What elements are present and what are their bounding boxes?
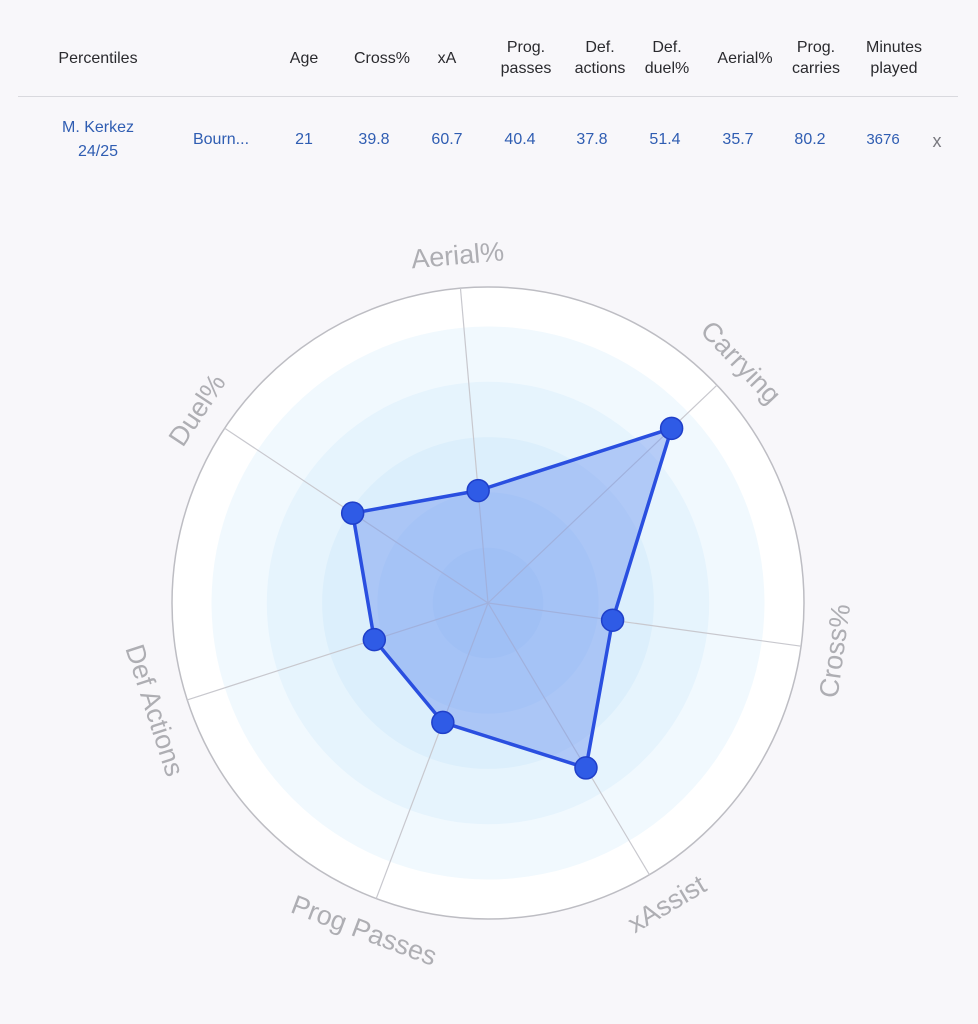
value-aerial: 35.7: [722, 131, 754, 148]
radar-spoke: [459, 288, 489, 604]
col-def-actions: Def. actions: [574, 39, 626, 77]
value-prog-carries: 80.2: [794, 131, 826, 148]
value-minutes-played: 3676: [866, 131, 900, 148]
axis-label-cross-: Cross%: [814, 602, 857, 700]
col-age: Age: [289, 50, 319, 67]
stats-table: Percentiles Age Cross% xA Prog. passes D…: [18, 18, 958, 187]
value-xa: 60.7: [431, 131, 463, 148]
radar-point-carrying[interactable]: [659, 416, 684, 441]
radar-point-xassist[interactable]: [574, 756, 598, 780]
player-name-link[interactable]: M. Kerkez 24/25: [61, 119, 135, 160]
table-header: Percentiles Age Cross% xA Prog. passes D…: [18, 18, 958, 97]
radar-spoke: [487, 602, 650, 875]
radar-point-def-actions[interactable]: [362, 627, 387, 652]
radar-point-duel-[interactable]: [340, 501, 365, 525]
radar-spokes: [187, 288, 802, 899]
value-def-duel: 51.4: [649, 131, 681, 148]
value-age: 21: [295, 131, 313, 148]
radar-spoke: [487, 602, 802, 647]
radar-point-aerial-[interactable]: [466, 478, 490, 503]
value-prog-passes: 40.4: [504, 131, 536, 148]
radar-points: [340, 416, 684, 780]
axis-label-aerial-: Aerial%: [410, 236, 505, 274]
col-cross: Cross%: [353, 50, 411, 67]
value-def-actions: 37.8: [576, 131, 608, 148]
team-name: Bourn...: [192, 131, 250, 148]
col-percentiles: Percentiles: [58, 50, 138, 67]
col-prog-passes: Prog. passes: [500, 39, 552, 77]
radar-point-cross-[interactable]: [600, 608, 625, 632]
table-row: M. Kerkez 24/25 Bourn... 21 39.8 60.7 40…: [18, 97, 958, 187]
col-def-duel: Def. duel%: [644, 39, 690, 77]
col-aerial: Aerial%: [717, 50, 773, 67]
radar-spoke: [187, 602, 489, 701]
radar-shape: [350, 426, 674, 770]
col-xa: xA: [437, 50, 457, 67]
col-prog-carries: Prog. carries: [791, 39, 841, 77]
value-cross: 39.8: [358, 131, 390, 148]
remove-player-button[interactable]: x: [932, 131, 942, 151]
radar-point-prog-passes[interactable]: [431, 710, 455, 735]
col-minutes-played: Minutes played: [865, 39, 923, 77]
radar-spoke: [375, 602, 489, 899]
radar-series-area: [350, 426, 674, 770]
